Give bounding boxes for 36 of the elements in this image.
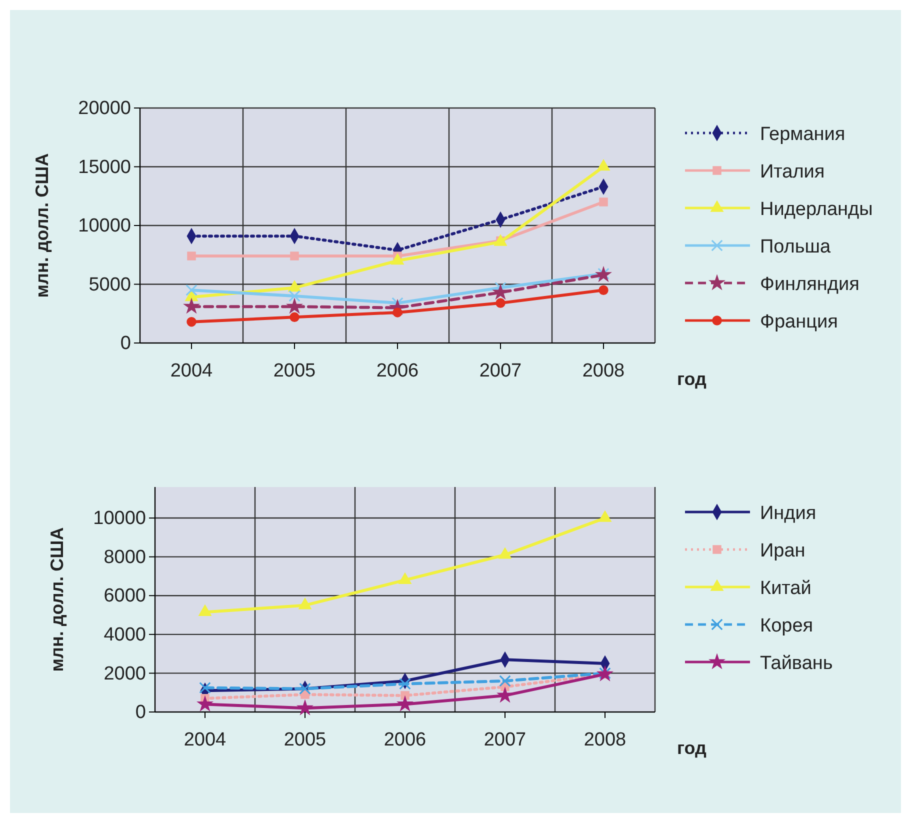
x-tick-label: 2006: [384, 730, 426, 751]
legend-label: Китай: [760, 578, 812, 599]
y-axis-title: млн. долл. США: [47, 527, 67, 672]
x-tick-label: 2007: [484, 730, 526, 751]
x-tick-label: 2005: [284, 730, 326, 751]
y-tick-label: 5000: [88, 274, 131, 296]
y-tick-label: 8000: [104, 546, 146, 568]
y-tick-label: 0: [120, 333, 131, 354]
legend-label: Тайвань: [760, 653, 833, 674]
x-tick-label: 2005: [273, 360, 316, 382]
legend-label: Германия: [760, 124, 846, 145]
legend-label: Финляндия: [760, 274, 860, 295]
x-tick-label: 2006: [376, 360, 419, 382]
x-tick-label: 2004: [170, 360, 214, 382]
y-tick-label: 15000: [78, 156, 131, 178]
y-tick-label: 2000: [104, 663, 146, 684]
legend-label: Иран: [760, 540, 806, 562]
legend-label: Нидерланды: [760, 199, 873, 220]
y-tick-label: 0: [135, 702, 146, 724]
y-tick-label: 10000: [78, 216, 131, 237]
y-tick-label: 10000: [93, 508, 146, 530]
legend-label: Индия: [760, 503, 816, 524]
y-axis-title: млн. долл. США: [32, 153, 52, 298]
x-axis-title: год: [677, 738, 708, 758]
x-tick-label: 2004: [184, 730, 227, 751]
legend-label: Франция: [760, 312, 838, 332]
legend-label: Польша: [760, 236, 832, 258]
x-axis-title: год: [677, 369, 708, 389]
y-tick-label: 4000: [104, 624, 146, 646]
legend-label: Италия: [760, 162, 825, 182]
y-tick-label: 6000: [104, 586, 146, 607]
x-tick-label: 2007: [479, 360, 522, 382]
x-tick-label: 2008: [584, 730, 626, 751]
legend-label: Корея: [760, 616, 814, 636]
x-tick-label: 2008: [582, 360, 625, 382]
y-tick-label: 20000: [78, 98, 131, 120]
